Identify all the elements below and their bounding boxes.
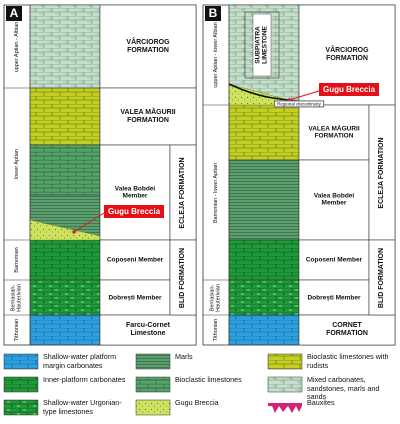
unit-label: VALEA MĂGURII FORMATION [308, 125, 360, 140]
unit-label: Coposeni Member [106, 256, 164, 264]
unit-cell [99, 144, 171, 241]
unit-cell [99, 4, 197, 89]
unit-cell [298, 104, 370, 161]
unit-cell [99, 314, 197, 346]
age-label: Berriasian-Hauterivian [10, 283, 23, 312]
lithology [29, 144, 101, 196]
age-label: lower Aptian [13, 149, 20, 179]
unit-label: Coposeni Member [305, 256, 363, 264]
legend-swatch [135, 399, 171, 416]
legend-swatch [3, 399, 39, 416]
formation-cell [169, 144, 197, 241]
legend-label: Mixed carbonates, sandstones, marls and … [307, 375, 380, 402]
legend-swatch [135, 353, 171, 370]
panel-label: B [205, 6, 221, 21]
formation-label: ECLEJA FORMATION [178, 156, 186, 229]
unit-label: Farcu-Cornet Limestone [126, 321, 170, 337]
unit-label: VÂRCIOROG FORMATION [325, 46, 369, 62]
lithology [29, 4, 101, 89]
callout-label: Gugu Breccia [104, 205, 165, 218]
inset-label-bg [252, 13, 272, 77]
legend-swatch [267, 376, 303, 393]
legend-swatch [268, 403, 302, 413]
age-label: Tithonian [212, 318, 219, 342]
unit-cell [99, 279, 171, 316]
unit-label: Dobrești Member [307, 293, 361, 301]
lithology [29, 279, 101, 316]
callout-label: Gugu Breccia [319, 83, 380, 96]
callout-arrow [288, 90, 320, 101]
lithology [29, 239, 101, 281]
age-label: upper Aptian - lower Albian [212, 22, 219, 88]
lithology [29, 314, 101, 346]
discontinuity-note: Regional discontinuity [274, 100, 324, 108]
legend-label: Marls [175, 352, 193, 361]
unit-label: Dobrești Member [108, 293, 162, 301]
legend-label: Shallow-water Urgonian-type limestones [43, 398, 122, 416]
formation-label: ECLEJA FORMATION [377, 136, 385, 209]
panel-label: A [6, 6, 22, 21]
callout-arrow [73, 212, 105, 233]
unit-label: Valea Bobdei Member [313, 192, 355, 207]
inset-label: SUBPIATRA LIMESTONE [254, 26, 269, 64]
unit-label: VALEA MĂGURII FORMATION [120, 108, 176, 124]
unit-cell [298, 314, 396, 346]
legend-label: Inner-platform carbonates [43, 375, 126, 384]
legend-label: Shallow-water platform margin carbonates [43, 352, 117, 370]
unit-label: CORNET FORMATION [326, 321, 368, 337]
callout-dot [72, 230, 76, 234]
legend-swatch [267, 353, 303, 370]
formation-cell [368, 104, 396, 241]
legend-swatch [3, 353, 39, 370]
legend-swatch [3, 376, 39, 393]
age-label: Barremian - lower Aptian [212, 162, 219, 223]
unit-label: VÂRCIOROG FORMATION [126, 38, 170, 54]
age-label: Barremian [13, 247, 20, 273]
unit-cell [298, 159, 370, 241]
formation-label: BLID FORMATION [178, 247, 186, 308]
legend-label: Bauxites [307, 398, 335, 407]
lithology [228, 314, 300, 346]
formation-cell [368, 239, 396, 316]
lithology [228, 104, 300, 161]
lithology [29, 87, 101, 146]
age-label: Tithonian [13, 318, 20, 342]
lithology [228, 159, 300, 241]
unit-label: Valea Bobdei Member [114, 185, 156, 200]
legend-swatch [135, 376, 171, 393]
legend-label: Bioclastic limestones [175, 375, 242, 384]
formation-cell [169, 239, 197, 316]
lithology [228, 239, 300, 281]
age-label: Berriasian-Hauterivian [209, 283, 222, 312]
lithology [228, 279, 300, 316]
legend-label: Bioclastic limestones with rudists [307, 352, 389, 370]
formation-label: BLID FORMATION [377, 247, 385, 308]
unit-cell [99, 239, 171, 281]
legend-label: Gugu Breccia [175, 398, 219, 407]
